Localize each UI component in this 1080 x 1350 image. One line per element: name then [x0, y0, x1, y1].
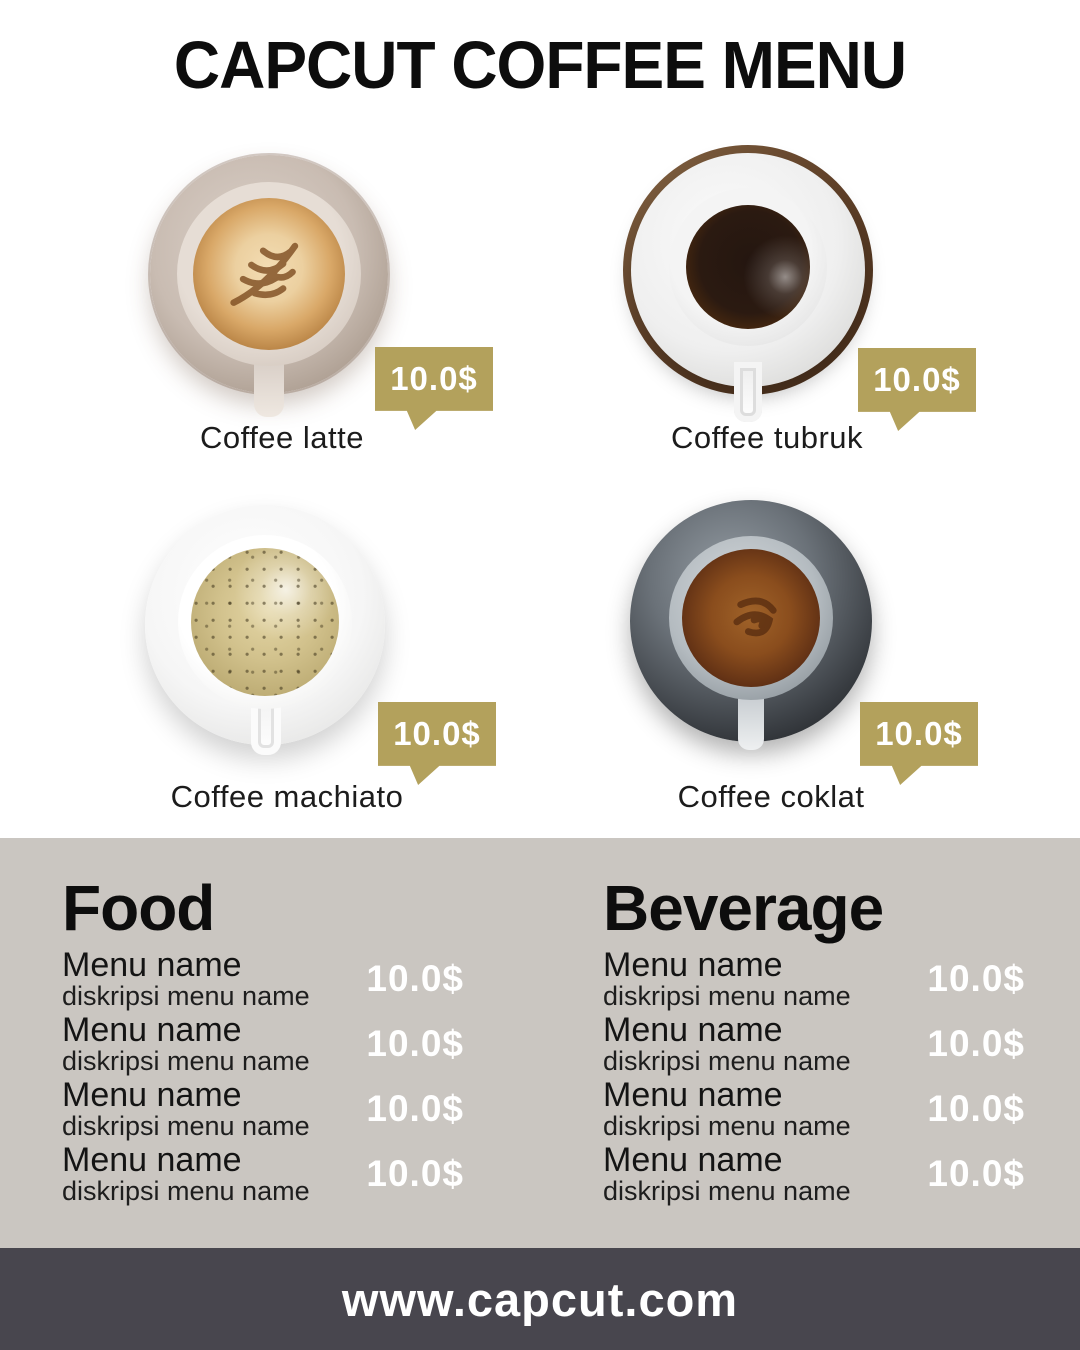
coffee-name-label: Coffee latte [200, 420, 364, 455]
chocolate-coffee-cup-photo [630, 500, 872, 750]
menu-item-price: 10.0$ [366, 958, 464, 999]
menu-item-row: Menu name diskripsi menu name 10.0$ [62, 1140, 464, 1207]
food-item-list: Menu name diskripsi menu name 10.0$ Menu… [62, 945, 464, 1207]
menu-item-description: diskripsi menu name [603, 1176, 851, 1207]
coffee-name-label: Coffee machiato [170, 779, 404, 814]
menu-item-name: Menu name [603, 1075, 783, 1114]
menu-item-row: Menu name diskripsi menu name 10.0$ [603, 945, 1025, 1012]
page-title: CAPCUT COFFEE MENU [173, 27, 907, 103]
menu-item-price: 10.0$ [927, 958, 1025, 999]
menu-item-description: diskripsi menu name [603, 1046, 851, 1077]
menu-item-name: Menu name [62, 945, 242, 984]
menu-item-description: diskripsi menu name [62, 981, 310, 1012]
coffee-surface [686, 205, 810, 329]
price-label: 10.0$ [390, 360, 478, 397]
menu-item-name: Menu name [603, 945, 783, 984]
menu-item-name: Menu name [62, 1075, 242, 1114]
price-tag-bubble-icon: 10.0$ [858, 348, 976, 431]
menu-item-price: 10.0$ [927, 1023, 1025, 1064]
price-tag-bubble-icon: 10.0$ [375, 347, 493, 430]
menu-item-row: Menu name diskripsi menu name 10.0$ [603, 1010, 1025, 1077]
black-coffee-cup-photo [623, 145, 873, 422]
coffee-surface [191, 548, 339, 696]
crema-swirl-icon [733, 597, 777, 637]
latte-art-fern-icon [230, 242, 299, 306]
menu-section: Food Menu name diskripsi menu name 10.0$… [0, 838, 1080, 1248]
footer-bar: www.capcut.com [0, 1248, 1080, 1350]
menu-item-row: Menu name diskripsi menu name 10.0$ [603, 1075, 1025, 1142]
menu-item-row: Menu name diskripsi menu name 10.0$ [62, 1010, 464, 1077]
menu-item-description: diskripsi menu name [62, 1111, 310, 1142]
cup-handle [738, 698, 764, 750]
food-heading: Food [62, 872, 215, 944]
menu-item-price: 10.0$ [927, 1153, 1025, 1194]
beverage-heading: Beverage [603, 872, 884, 944]
menu-item-name: Menu name [603, 1010, 783, 1049]
price-label: 10.0$ [873, 361, 961, 398]
website-url: www.capcut.com [341, 1272, 739, 1326]
menu-item-description: diskripsi menu name [603, 981, 851, 1012]
menu-item-row: Menu name diskripsi menu name 10.0$ [62, 1075, 464, 1142]
price-tag-bubble-icon: 10.0$ [378, 702, 496, 785]
beverage-item-list: Menu name diskripsi menu name 10.0$ Menu… [603, 945, 1025, 1207]
menu-item-row: Menu name diskripsi menu name 10.0$ [62, 945, 464, 1012]
food-column: Food Menu name diskripsi menu name 10.0$… [62, 876, 464, 1208]
crema-coffee-cup-photo [145, 505, 385, 755]
menu-item-name: Menu name [603, 1140, 783, 1179]
menu-item-price: 10.0$ [366, 1153, 464, 1194]
menu-item-description: diskripsi menu name [603, 1111, 851, 1142]
price-label: 10.0$ [393, 715, 481, 752]
price-tag-bubble-icon: 10.0$ [860, 702, 978, 785]
menu-item-description: diskripsi menu name [62, 1176, 310, 1207]
latte-cup-photo [150, 155, 388, 417]
menu-item-price: 10.0$ [366, 1088, 464, 1129]
coffee-name-label: Coffee tubruk [670, 420, 864, 455]
coffee-name-label: Coffee coklat [677, 779, 865, 814]
menu-item-price: 10.0$ [927, 1088, 1025, 1129]
cup-handle [734, 362, 762, 422]
beverage-column: Beverage Menu name diskripsi menu name 1… [603, 876, 1025, 1208]
menu-item-price: 10.0$ [366, 1023, 464, 1064]
menu-item-name: Menu name [62, 1140, 242, 1179]
price-label: 10.0$ [875, 715, 963, 752]
menu-item-description: diskripsi menu name [62, 1046, 310, 1077]
menu-item-name: Menu name [62, 1010, 242, 1049]
menu-item-row: Menu name diskripsi menu name 10.0$ [603, 1140, 1025, 1207]
